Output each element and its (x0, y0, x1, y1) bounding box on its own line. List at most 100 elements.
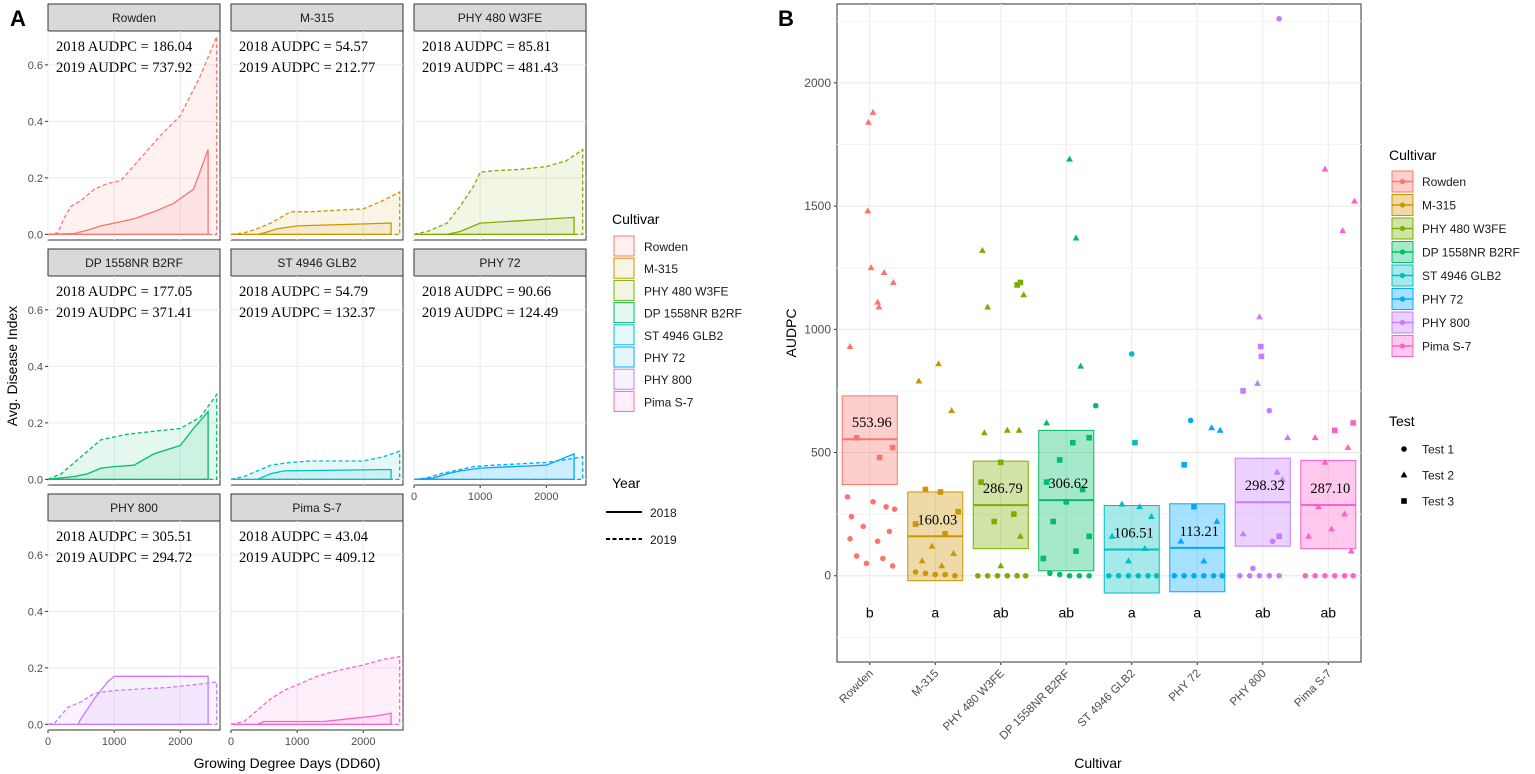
point-test-1 (1341, 572, 1348, 579)
point-test-1 (1201, 572, 1207, 579)
point-test-2 (1321, 458, 1329, 465)
point-test-1 (1276, 15, 1282, 22)
mean-label: 106.51 (1114, 525, 1154, 541)
line-2018 (47, 409, 209, 481)
point-test-1 (1187, 417, 1194, 424)
point-test-3 (1043, 479, 1050, 485)
point-test-1 (922, 570, 929, 577)
mean-label: 553.96 (852, 415, 892, 431)
legend-label-st-4946-glb2: ST 4946 GLB2 (644, 329, 723, 343)
line-2019 (230, 655, 401, 726)
x-tick-label: 2000 (351, 736, 375, 748)
point-test-3 (942, 531, 948, 537)
facet-title: PHY 72 (479, 256, 520, 270)
x-tick-label: 1000 (468, 491, 492, 503)
facet-st-4946-glb2: ST 4946 GLB2 2018 AUDPC = 54.79 2019 AUDPC… (230, 248, 404, 486)
y-tick-label: 0.4 (28, 606, 43, 618)
audpc-2018-label: 2018 AUDPC = 43.04 (239, 529, 369, 545)
y-tick-label: 0.2 (28, 418, 43, 430)
x-axis-title: Growing Degree Days (DD60) (194, 755, 381, 771)
point-test-1 (1266, 407, 1273, 414)
point-test-1 (1302, 572, 1309, 579)
point-test-3 (1011, 511, 1017, 517)
group-pima-s-7: 287.10 ab (1300, 165, 1358, 621)
area-2018 (231, 469, 392, 480)
point-test-1 (932, 571, 939, 578)
point-test-3 (937, 489, 944, 495)
x-tick-label: 0 (411, 491, 417, 503)
point-test-1 (1066, 572, 1073, 579)
point-test-2 (950, 549, 957, 556)
group-st-4946-glb2: 106.51 a (1103, 351, 1160, 621)
point-test-3 (1050, 518, 1056, 525)
point-test-1 (1135, 572, 1142, 579)
point-test-1 (874, 538, 881, 545)
audpc-2019-label: 2019 AUDPC = 212.77 (239, 60, 375, 76)
legend-dot (1399, 343, 1406, 349)
group-rowden: 553.96 b (841, 108, 898, 621)
area-2019 (48, 394, 217, 480)
point-test-2 (980, 429, 988, 436)
area-2018 (48, 149, 209, 235)
legend-key-st-4946-glb2 (1391, 264, 1414, 287)
audpc-2019-label: 2019 AUDPC = 409.12 (239, 550, 375, 566)
legend-label-dp-1558nr-b2rf: DP 1558NR B2RF (644, 307, 742, 321)
mean-label: 160.03 (917, 512, 957, 528)
audpc-2019-label: 2019 AUDPC = 294.72 (56, 550, 192, 566)
point-test-1 (942, 571, 948, 578)
facet-title: Pima S-7 (292, 501, 342, 515)
point-test-2 (1400, 471, 1408, 478)
point-test-2 (1200, 557, 1208, 564)
legend-key-phy-800 (1391, 311, 1414, 334)
legend-label-st-4946-glb2: ST 4946 GLB2 (1422, 269, 1501, 283)
legend-label-phy-480-w3fe: PHY 480 W3FE (644, 284, 728, 298)
group-phy-72: 113.21 a (1169, 417, 1226, 621)
point-test-2 (889, 278, 897, 285)
area-2019 (48, 682, 217, 725)
facet-strip (230, 248, 404, 277)
point-test-1 (984, 572, 991, 579)
point-test-2 (1017, 532, 1024, 539)
point-test-1 (1004, 572, 1011, 579)
point-test-3 (889, 444, 896, 451)
line-2018 (414, 216, 575, 236)
y-tick-label: 0.6 (28, 550, 43, 562)
point-test-3 (1258, 353, 1265, 360)
point-test-2 (1043, 419, 1050, 426)
legend-dot (1399, 202, 1406, 208)
group-m-315: 160.03 a (907, 360, 964, 621)
point-test-1 (1047, 570, 1053, 577)
point-test-2 (1341, 510, 1349, 517)
audpc-2018-label: 2018 AUDPC = 305.51 (56, 529, 192, 545)
mean-label: 298.32 (1245, 478, 1285, 494)
point-test-1 (1250, 565, 1256, 572)
y-tick-label: 0.0 (28, 719, 43, 731)
point-test-2 (1284, 434, 1292, 441)
point-test-3 (1086, 434, 1092, 441)
point-test-2 (1213, 517, 1221, 524)
line-2019 (230, 190, 401, 236)
group-letter: a (931, 605, 939, 621)
x-tick-label: 2000 (168, 736, 192, 748)
group-phy-800: 298.32 ab (1234, 15, 1292, 621)
legend-label-test-1: Test 1 (1422, 443, 1454, 457)
group-letter: b (866, 605, 874, 621)
point-test-1 (880, 555, 886, 562)
point-test-2 (864, 207, 872, 214)
facet-panel (47, 520, 221, 731)
point-test-1 (952, 572, 958, 579)
x-tick-label: ST 4946 GLB2 (1076, 668, 1138, 730)
legend-dot (1399, 178, 1406, 185)
line-2019 (413, 456, 584, 481)
y-tick-label: 1000 (804, 322, 831, 336)
point-test-3 (1276, 533, 1282, 540)
point-test-1 (1086, 572, 1092, 579)
point-test-1 (912, 569, 919, 575)
point-test-2 (1015, 426, 1023, 433)
point-test-1 (1115, 572, 1122, 579)
x-tick-label: Pima S-7 (1292, 668, 1334, 710)
point-test-1 (1332, 572, 1338, 579)
point-test-3 (1401, 498, 1407, 504)
cultivar-legend-title: Cultivar (612, 211, 660, 227)
y-tick-label: 0.6 (28, 305, 43, 317)
